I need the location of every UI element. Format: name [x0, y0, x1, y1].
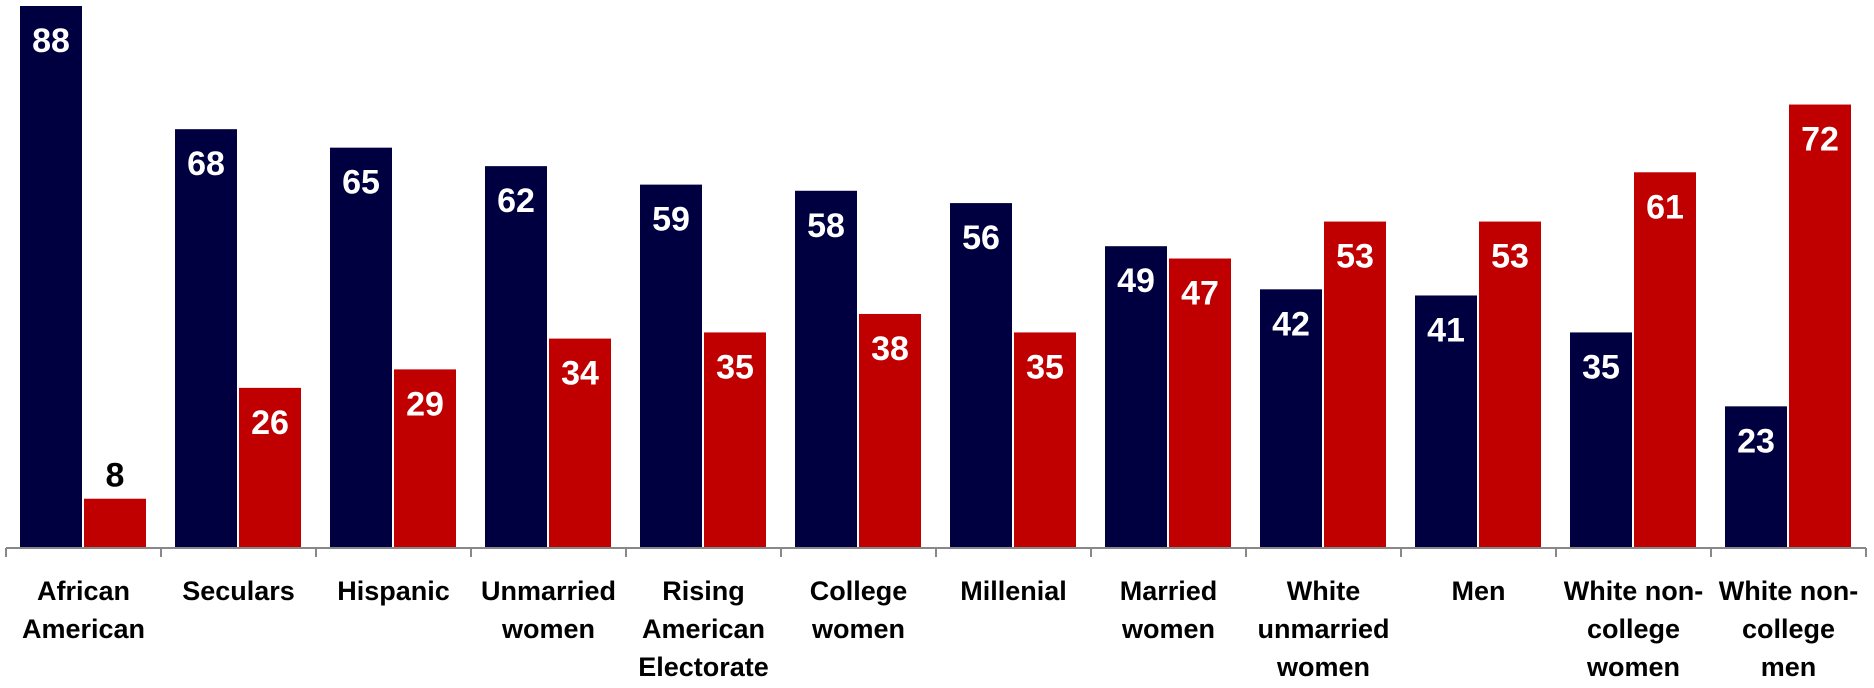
bar-series2-0 — [84, 498, 146, 548]
data-label-series1-10: 35 — [1582, 348, 1620, 386]
bar-series1-4 — [640, 184, 702, 548]
bar-series1-7 — [1105, 246, 1167, 549]
bar-series2-10 — [1634, 172, 1696, 548]
bar-series2-8 — [1324, 221, 1386, 548]
data-label-series1-5: 58 — [807, 207, 845, 245]
bar-series1-0 — [20, 6, 82, 548]
category-label-7: Married women — [1120, 576, 1218, 644]
data-label-series2-3: 34 — [561, 355, 599, 393]
bar-series2-2 — [394, 369, 456, 548]
x-axis — [5, 547, 1867, 557]
bar-series2-4 — [704, 332, 766, 548]
bar-series2-5 — [859, 313, 921, 548]
bar-series2-1 — [239, 387, 301, 548]
data-label-series1-0: 88 — [32, 22, 70, 60]
data-label-series1-8: 42 — [1272, 305, 1310, 343]
bar-series2-7 — [1169, 258, 1231, 548]
category-label-6: Millenial — [960, 576, 1067, 606]
category-label-5: College women — [810, 576, 908, 644]
data-label-series2-0: 8 — [106, 457, 125, 495]
category-label-1: Seculars — [182, 576, 295, 606]
bar-series1-6 — [950, 203, 1012, 548]
category-label-9: Men — [1452, 576, 1506, 606]
category-label-4: Rising American Electorate — [638, 576, 769, 682]
bar-series2-9 — [1479, 221, 1541, 548]
bar-series1-10 — [1570, 332, 1632, 548]
data-label-series2-7: 47 — [1181, 275, 1219, 313]
bar-series2-3 — [549, 338, 611, 548]
data-label-series2-4: 35 — [716, 348, 754, 386]
category-label-8: White unmarried women — [1257, 576, 1389, 682]
bar-series1-11 — [1725, 406, 1787, 548]
category-label-3: Unmarried women — [481, 576, 616, 644]
data-label-series2-5: 38 — [871, 330, 909, 368]
data-label-series2-10: 61 — [1646, 188, 1684, 226]
category-label-0: African American — [22, 576, 145, 644]
data-label-series1-7: 49 — [1117, 262, 1155, 300]
data-label-series1-11: 23 — [1737, 422, 1775, 460]
data-label-series1-9: 41 — [1427, 311, 1465, 349]
bar-series1-1 — [175, 129, 237, 548]
data-label-series1-1: 68 — [187, 145, 225, 183]
category-labels: African American Seculars Hispanic Unmarried… — [22, 576, 1858, 682]
bar-series2-11 — [1789, 104, 1851, 548]
bar-series1-9 — [1415, 295, 1477, 548]
category-label-11: White non-college men — [1719, 576, 1858, 682]
data-label-series1-3: 62 — [497, 182, 535, 220]
data-label-series2-11: 72 — [1801, 121, 1839, 159]
bar-series2-6 — [1014, 332, 1076, 548]
bar-series1-2 — [330, 147, 392, 548]
bar-series1-5 — [795, 190, 857, 549]
data-label-series2-8: 53 — [1336, 238, 1374, 276]
category-label-2: Hispanic — [337, 576, 450, 606]
data-label-series1-4: 59 — [652, 201, 690, 239]
bar-series1-3 — [485, 166, 547, 549]
bar-series1-8 — [1260, 289, 1322, 548]
data-label-series1-2: 65 — [342, 164, 380, 202]
data-label-series2-1: 26 — [251, 404, 289, 442]
data-label-series2-2: 29 — [406, 385, 444, 423]
category-label-10: White non-college women — [1564, 576, 1703, 682]
data-label-series2-6: 35 — [1026, 348, 1064, 386]
data-label-series2-9: 53 — [1491, 238, 1529, 276]
data-label-series1-6: 56 — [962, 219, 1000, 257]
